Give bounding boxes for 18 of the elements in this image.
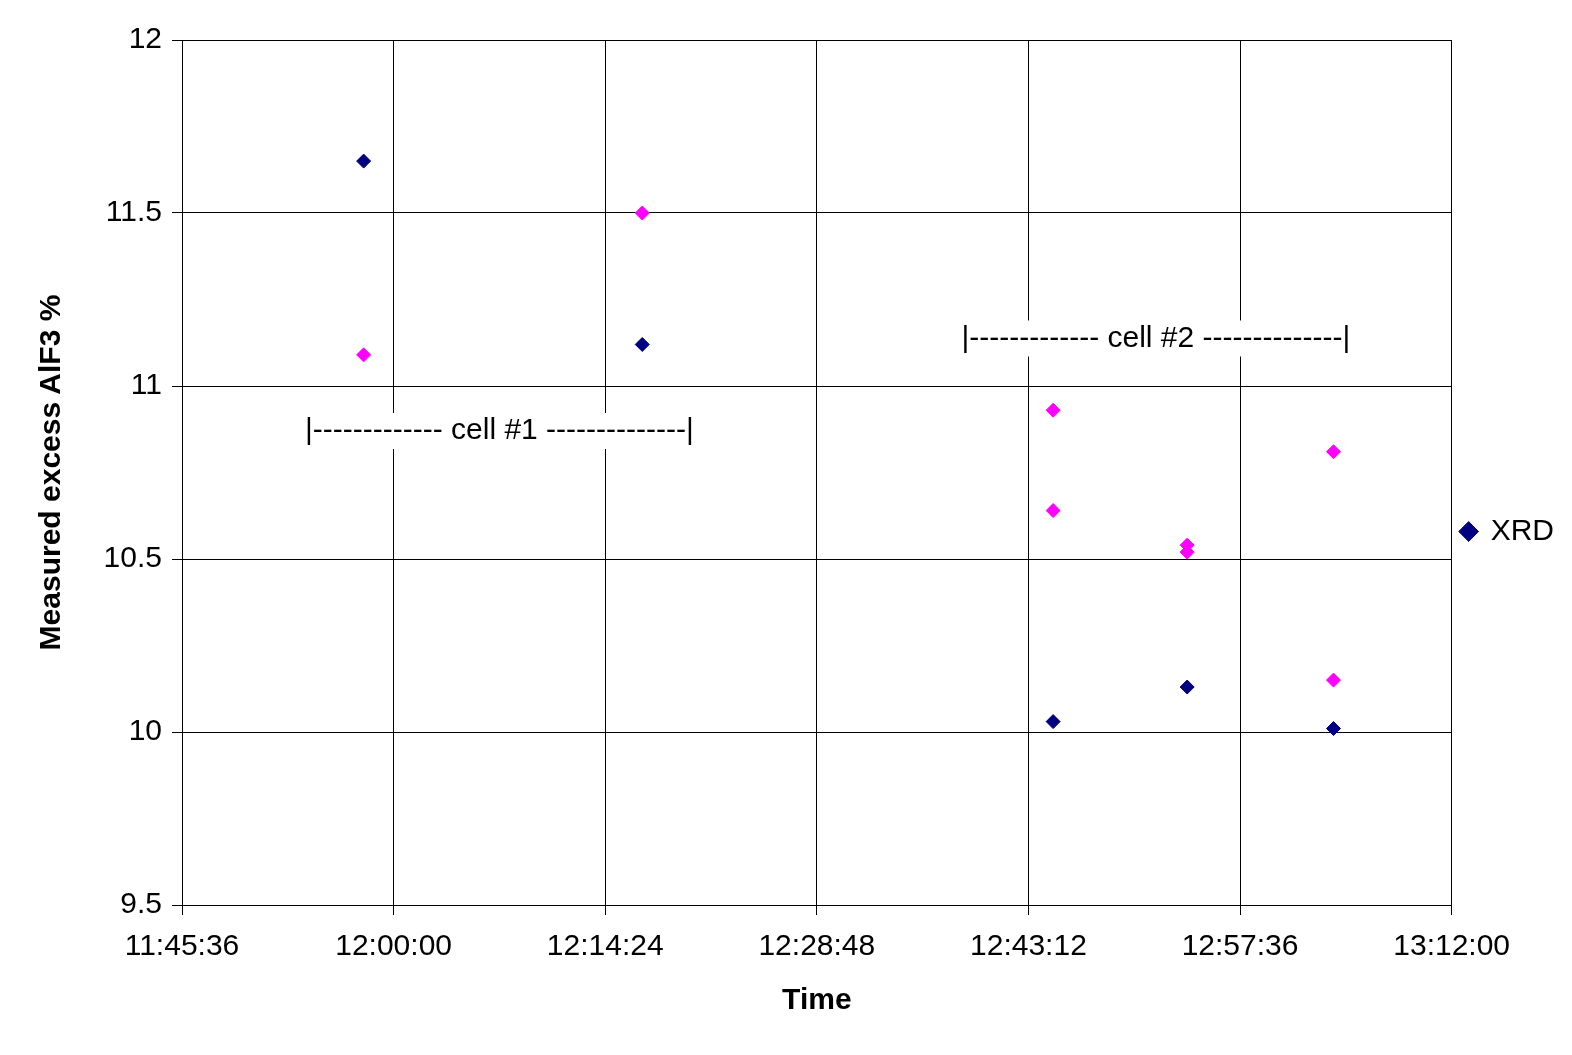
y-tick-label: 11.5 [105,194,162,228]
x-tick-label: 12:43:12 [970,928,1087,962]
x-tick-label: 13:12:00 [1393,928,1511,962]
x-tick-label: 12:00:00 [335,928,452,962]
y-tick-label: 10.5 [103,540,162,574]
x-tick-label: 11:45:36 [124,928,240,962]
y-tick-label: 11 [130,367,162,401]
y-axis-title: Measured excess AlF3 % [33,294,67,651]
y-tick-label: 10 [128,713,162,747]
legend-label: XRD [1490,512,1554,546]
y-tick-label: 9.5 [120,886,162,920]
annotation: |------------- cell #1 --------------| [305,412,694,446]
annotation: |------------- cell #2 --------------| [961,319,1351,353]
x-tick-label: 12:57:36 [1181,928,1299,962]
x-tick-label: 12:28:48 [758,928,876,962]
x-tick-label: 12:14:24 [546,928,664,962]
x-axis-title: Time [782,982,852,1016]
y-tick-label: 12 [128,21,162,55]
